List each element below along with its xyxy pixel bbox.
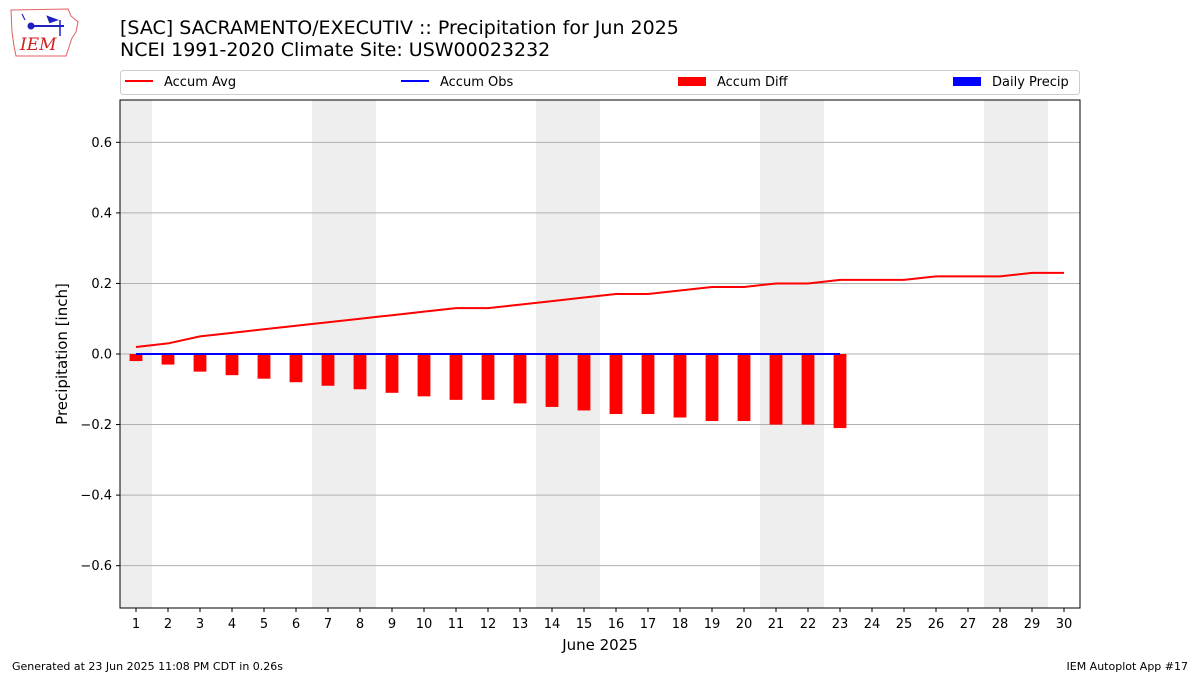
x-tick-label: 5 [260, 617, 268, 632]
legend-label: Daily Precip [992, 75, 1069, 90]
legend: Accum Avg Accum Obs Accum Diff Daily Precip [120, 70, 1080, 95]
generated-footer: Generated at 23 Jun 2025 11:08 PM CDT in… [12, 660, 284, 673]
x-tick-label: 7 [324, 617, 332, 632]
x-tick-label: 4 [228, 617, 236, 632]
x-tick-label: 29 [1024, 617, 1041, 632]
legend-label: Accum Obs [440, 75, 513, 90]
accum-diff-bar [289, 354, 303, 383]
x-tick-label: 30 [1056, 617, 1073, 632]
accum-diff-bar [193, 354, 207, 372]
y-axis-label: Precipitation [inch] [53, 283, 71, 425]
y-tick-label: −0.2 [80, 418, 112, 433]
y-tick-label: 0.0 [91, 348, 112, 363]
series-lines [135, 271, 1064, 355]
x-tick-label: 11 [448, 617, 465, 632]
y-tick-label: −0.4 [80, 489, 112, 504]
accum-diff-bar [769, 354, 783, 425]
accum-diff-bar [449, 354, 463, 400]
accum-diff-bar [417, 354, 431, 397]
x-tick-label: 28 [992, 617, 1009, 632]
legend-frame [120, 70, 1080, 95]
x-tick-label: 3 [196, 617, 204, 632]
x-tick-label: 22 [800, 617, 817, 632]
legend-swatch [678, 77, 706, 86]
legend-label: Accum Diff [717, 75, 789, 90]
accum-avg-line [135, 271, 1064, 348]
chart-title: [SAC] SACRAMENTO/EXECUTIV :: Precipitati… [120, 17, 679, 39]
accum-diff-bar [641, 354, 655, 414]
accum-diff-bar [833, 354, 847, 429]
accum-diff-bar [385, 354, 399, 393]
x-axis-ticks: 1 2 3 4 5 6 7 8 9 10 11 12 13 14 15 16 17 18 19 20 21 22 23 24 2… [132, 608, 1072, 632]
x-tick-label: 23 [832, 617, 849, 632]
accum-diff-bar [705, 354, 719, 422]
x-tick-label: 2 [164, 617, 172, 632]
accum-diff-bar [225, 354, 239, 376]
x-tick-label: 9 [388, 617, 396, 632]
accum-diff-bar [801, 354, 815, 425]
x-tick-label: 19 [704, 617, 721, 632]
accum-diff-bar [257, 354, 271, 379]
weekend-shading [120, 100, 1048, 608]
accum-diff-bar [129, 354, 143, 362]
accum-diff-bar [545, 354, 559, 407]
x-tick-label: 20 [736, 617, 753, 632]
legend-swatch [953, 77, 981, 86]
accum-diff-bar [673, 354, 687, 418]
y-tick-label: 0.6 [91, 136, 112, 151]
accum-diff-bar [321, 354, 335, 386]
y-axis-ticks: −0.6 −0.4 −0.2 0.0 0.2 0.4 0.6 [80, 136, 120, 574]
accum-diff-bar [481, 354, 495, 400]
x-tick-label: 15 [576, 617, 593, 632]
accum-diff-bar [609, 354, 623, 414]
accum-diff-bars [129, 354, 847, 429]
x-tick-label: 10 [416, 617, 433, 632]
accum-diff-bar [737, 354, 751, 422]
accum-diff-bar [513, 354, 527, 404]
accum-diff-bar [353, 354, 367, 390]
x-tick-label: 25 [896, 617, 913, 632]
x-tick-label: 14 [544, 617, 561, 632]
x-tick-label: 26 [928, 617, 945, 632]
logo-text: IEM [19, 35, 57, 55]
x-axis-label: June 2025 [561, 636, 638, 654]
x-tick-label: 27 [960, 617, 977, 632]
iem-logo: IEM [10, 8, 79, 57]
y-tick-label: 0.2 [91, 277, 112, 292]
y-tick-label: 0.4 [91, 206, 112, 221]
iowa-outline-shape [10, 8, 79, 57]
x-tick-label: 24 [864, 617, 881, 632]
x-tick-label: 13 [512, 617, 529, 632]
x-tick-label: 21 [768, 617, 785, 632]
x-tick-label: 1 [132, 617, 140, 632]
legend-label: Accum Avg [164, 75, 236, 90]
x-tick-label: 16 [608, 617, 625, 632]
accum-diff-bar [161, 354, 175, 365]
x-tick-label: 18 [672, 617, 689, 632]
accum-diff-bar [577, 354, 591, 411]
x-tick-label: 17 [640, 617, 657, 632]
x-tick-label: 8 [356, 617, 364, 632]
app-footer: IEM Autoplot App #17 [1066, 660, 1189, 673]
chart-subtitle: NCEI 1991-2020 Climate Site: USW00023232 [120, 39, 551, 61]
x-tick-label: 6 [292, 617, 300, 632]
weather-station-icon [21, 13, 64, 36]
y-tick-label: −0.6 [80, 559, 112, 574]
x-tick-label: 12 [480, 617, 497, 632]
